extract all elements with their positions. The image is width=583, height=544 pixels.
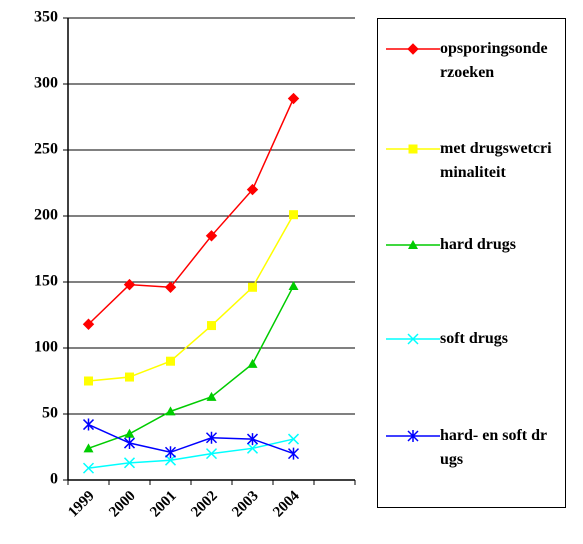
y-tick-label: 200: [34, 207, 58, 224]
y-tick-label: 300: [34, 75, 58, 92]
marker: [166, 356, 175, 366]
legend-swatch: [386, 240, 440, 249]
marker: [248, 282, 257, 292]
y-tick-label: 0: [50, 471, 58, 488]
marker: [124, 428, 135, 438]
marker: [82, 418, 95, 431]
marker: [164, 446, 177, 459]
marker: [287, 433, 300, 445]
marker: [123, 278, 136, 291]
marker: [407, 430, 419, 442]
legend-swatch: [386, 333, 440, 345]
series-line: [88, 285, 295, 450]
marker: [164, 454, 177, 466]
marker: [206, 391, 217, 401]
marker: [407, 43, 419, 55]
marker: [165, 406, 176, 416]
marker: [246, 433, 259, 446]
legend-swatch: [386, 43, 440, 55]
x-tick-label: 2002: [188, 488, 221, 521]
marker: [407, 333, 419, 345]
marker: [82, 462, 95, 474]
x-tick-label: 1999: [65, 488, 98, 521]
y-tick-label: 100: [34, 339, 58, 356]
legend-label: met drugswetcriminaliteit: [440, 140, 552, 181]
marker: [207, 321, 216, 331]
series-line: [88, 438, 294, 469]
marker: [408, 144, 418, 154]
y-tick-label: 150: [34, 273, 58, 290]
legend: opsporingsonderzoeken met drugswetcrimina…: [377, 18, 566, 508]
x-tick-label: 2004: [270, 488, 303, 521]
legend-swatch: [386, 144, 440, 154]
y-tick-label: 250: [34, 141, 58, 158]
marker: [287, 92, 300, 105]
marker: [84, 376, 93, 386]
marker: [246, 183, 259, 196]
marker: [125, 372, 134, 382]
marker: [205, 431, 218, 444]
marker: [246, 442, 259, 454]
marker: [287, 447, 300, 460]
y-tick-label: 350: [34, 9, 58, 26]
marker: [123, 457, 136, 469]
y-tick-label: 50: [42, 405, 58, 422]
marker: [288, 280, 299, 290]
marker: [82, 318, 95, 330]
x-tick-label: 2001: [147, 488, 180, 521]
marker: [289, 210, 298, 220]
legend-label: opsporingsonderzoeken: [440, 40, 548, 81]
marker: [123, 437, 136, 450]
marker: [205, 230, 218, 242]
series-line: [88, 214, 295, 382]
legend-swatch: [386, 430, 440, 442]
marker: [247, 358, 258, 368]
series-line: [88, 423, 294, 455]
series-line: [87, 98, 295, 325]
marker: [83, 443, 94, 453]
x-tick-label: 2003: [229, 488, 262, 521]
marker: [164, 281, 177, 293]
legend-label: hard- en soft drugs: [440, 427, 548, 468]
legend-label: hard drugs: [440, 236, 517, 253]
legend-label: soft drugs: [440, 330, 509, 347]
x-tick-label: 2000: [106, 488, 139, 521]
marker: [408, 240, 418, 249]
marker: [205, 448, 218, 460]
